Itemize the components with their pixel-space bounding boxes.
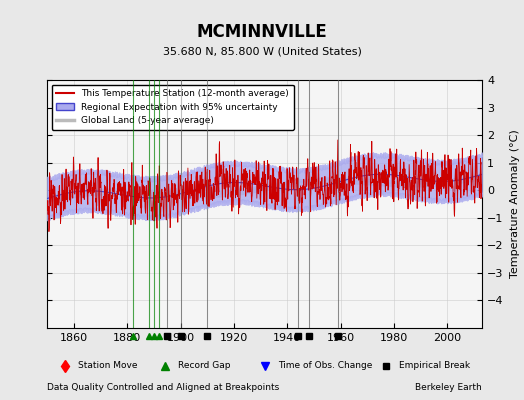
Text: Time of Obs. Change: Time of Obs. Change <box>278 362 372 370</box>
Text: Record Gap: Record Gap <box>178 362 230 370</box>
Text: Empirical Break: Empirical Break <box>399 362 471 370</box>
Text: MCMINNVILLE: MCMINNVILLE <box>196 23 328 41</box>
Text: Data Quality Controlled and Aligned at Breakpoints: Data Quality Controlled and Aligned at B… <box>47 383 279 392</box>
Legend: This Temperature Station (12-month average), Regional Expectation with 95% uncer: This Temperature Station (12-month avera… <box>52 84 294 130</box>
Text: Station Move: Station Move <box>78 362 137 370</box>
Y-axis label: Temperature Anomaly (°C): Temperature Anomaly (°C) <box>510 130 520 278</box>
Text: Berkeley Earth: Berkeley Earth <box>416 383 482 392</box>
Text: 35.680 N, 85.800 W (United States): 35.680 N, 85.800 W (United States) <box>162 47 362 57</box>
